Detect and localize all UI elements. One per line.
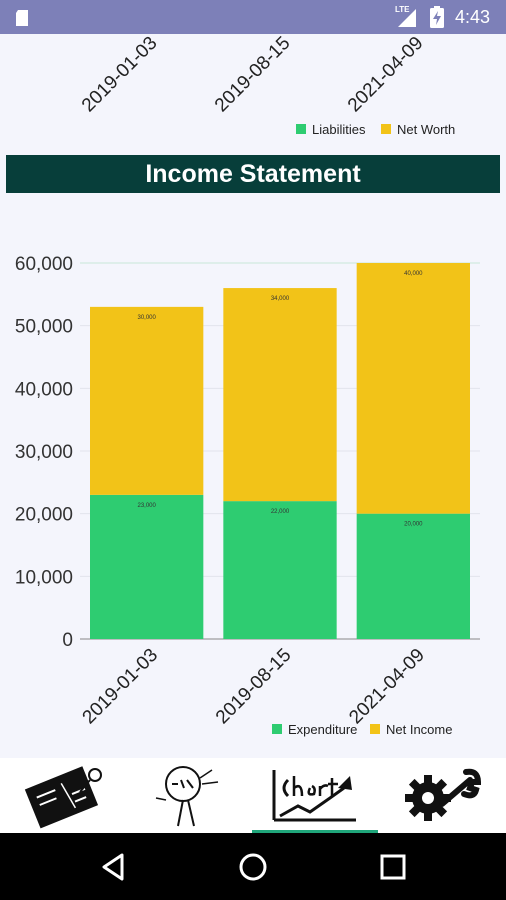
settings-icon — [405, 768, 482, 821]
recents-icon[interactable] — [375, 849, 411, 885]
home-icon[interactable] — [235, 849, 271, 885]
x-tick-label: 2019-01-03 — [79, 645, 163, 729]
bar-segment[interactable] — [223, 288, 337, 502]
x-tick-label: 2019-08-15 — [212, 645, 296, 729]
data-label: 20,000 — [404, 522, 423, 528]
x-tick-label: 2021-04-09 — [345, 645, 429, 729]
top-legend-label: Liabilities — [312, 122, 366, 137]
top-x-tick-label: 2021-04-09 — [344, 34, 428, 116]
signal-icon — [398, 9, 416, 27]
assets-entry-icon — [24, 766, 102, 829]
y-tick-label: 40,000 — [15, 379, 73, 400]
legend-label: Expenditure — [288, 722, 357, 737]
nav-chart[interactable] — [252, 758, 378, 833]
top-x-tick-label: 2019-01-03 — [78, 34, 162, 116]
nav-balance[interactable] — [126, 758, 252, 833]
legend-label: Net Income — [386, 722, 452, 737]
y-tick-label: 60,000 — [15, 254, 73, 275]
data-label: 30,000 — [137, 315, 156, 321]
bar-segment[interactable] — [223, 501, 337, 639]
top-legend-label: Net Worth — [397, 122, 455, 137]
network-type-label: LTE — [395, 5, 410, 14]
chart-scroll-area[interactable]: 2019-01-03 2019-08-15 2021-04-09 Liabiliti… — [0, 34, 506, 758]
legend-swatch — [272, 724, 282, 734]
top-x-tick-label: 2019-08-15 — [211, 34, 295, 116]
clock: 4:43 — [455, 7, 491, 27]
bar-segment[interactable] — [90, 494, 204, 639]
y-tick-label: 0 — [62, 630, 73, 651]
nav-settings[interactable] — [378, 758, 504, 833]
income-statement-chart[interactable]: 0 10,000 20,000 30,000 40,000 50,000 60,000 23… — [0, 194, 506, 758]
back-icon[interactable] — [96, 849, 132, 885]
chart-icon — [272, 770, 356, 822]
balance-chart-icon — [155, 766, 219, 827]
active-tab-indicator — [252, 830, 378, 833]
nav-assets[interactable] — [0, 758, 126, 833]
y-tick-label: 50,000 — [15, 317, 73, 338]
y-tick-label: 20,000 — [15, 505, 73, 526]
data-label: 22,000 — [271, 509, 290, 515]
data-label: 40,000 — [404, 271, 423, 277]
system-navigation-bar — [0, 833, 506, 900]
balance-chart-partial: 2019-01-03 2019-08-15 2021-04-09 Liabiliti… — [78, 34, 455, 137]
top-legend-swatch — [296, 124, 306, 134]
legend-swatch — [370, 724, 380, 734]
data-label: 34,000 — [271, 296, 290, 302]
status-bar: LTE 4:43 — [0, 0, 506, 34]
bar-segment[interactable] — [90, 306, 204, 495]
sd-card-icon — [16, 10, 28, 26]
bar-segment[interactable] — [356, 263, 470, 514]
y-tick-label: 10,000 — [15, 567, 73, 588]
battery-charging-icon — [430, 6, 444, 28]
y-tick-label: 30,000 — [15, 442, 73, 463]
bar-segment[interactable] — [356, 513, 470, 639]
data-label: 23,000 — [137, 503, 156, 509]
bottom-navigation — [0, 758, 506, 833]
section-title: Income Statement — [6, 155, 500, 193]
top-legend-swatch — [381, 124, 391, 134]
